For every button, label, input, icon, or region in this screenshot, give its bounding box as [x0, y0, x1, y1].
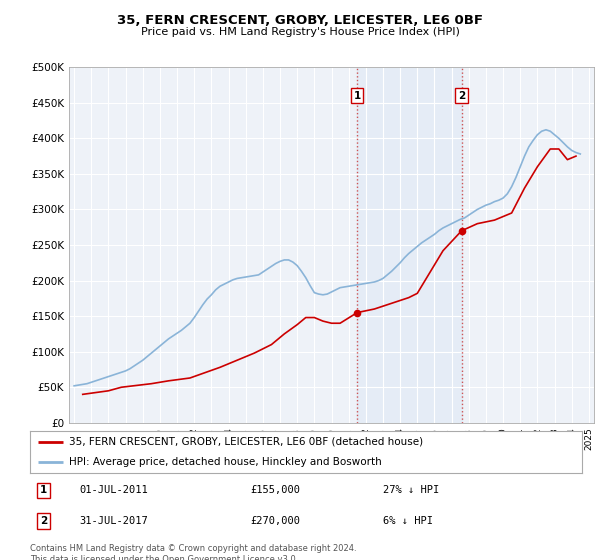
Text: Contains HM Land Registry data © Crown copyright and database right 2024.
This d: Contains HM Land Registry data © Crown c…: [30, 544, 356, 560]
Point: [352, 308, 362, 317]
Point: [457, 226, 466, 235]
Text: 01-JUL-2011: 01-JUL-2011: [80, 486, 148, 496]
Text: 1: 1: [353, 91, 361, 101]
Text: 31-JUL-2017: 31-JUL-2017: [80, 516, 148, 526]
Text: 27% ↓ HPI: 27% ↓ HPI: [383, 486, 440, 496]
Text: 35, FERN CRESCENT, GROBY, LEICESTER, LE6 0BF: 35, FERN CRESCENT, GROBY, LEICESTER, LE6…: [117, 14, 483, 27]
Text: 2: 2: [40, 516, 47, 526]
Text: 6% ↓ HPI: 6% ↓ HPI: [383, 516, 433, 526]
Text: 35, FERN CRESCENT, GROBY, LEICESTER, LE6 0BF (detached house): 35, FERN CRESCENT, GROBY, LEICESTER, LE6…: [68, 437, 423, 447]
Text: Price paid vs. HM Land Registry's House Price Index (HPI): Price paid vs. HM Land Registry's House …: [140, 27, 460, 37]
Text: 2: 2: [458, 91, 465, 101]
Text: HPI: Average price, detached house, Hinckley and Bosworth: HPI: Average price, detached house, Hinc…: [68, 457, 382, 467]
Text: £155,000: £155,000: [251, 486, 301, 496]
Bar: [357, 67, 461, 423]
Text: 1: 1: [40, 486, 47, 496]
Text: £270,000: £270,000: [251, 516, 301, 526]
